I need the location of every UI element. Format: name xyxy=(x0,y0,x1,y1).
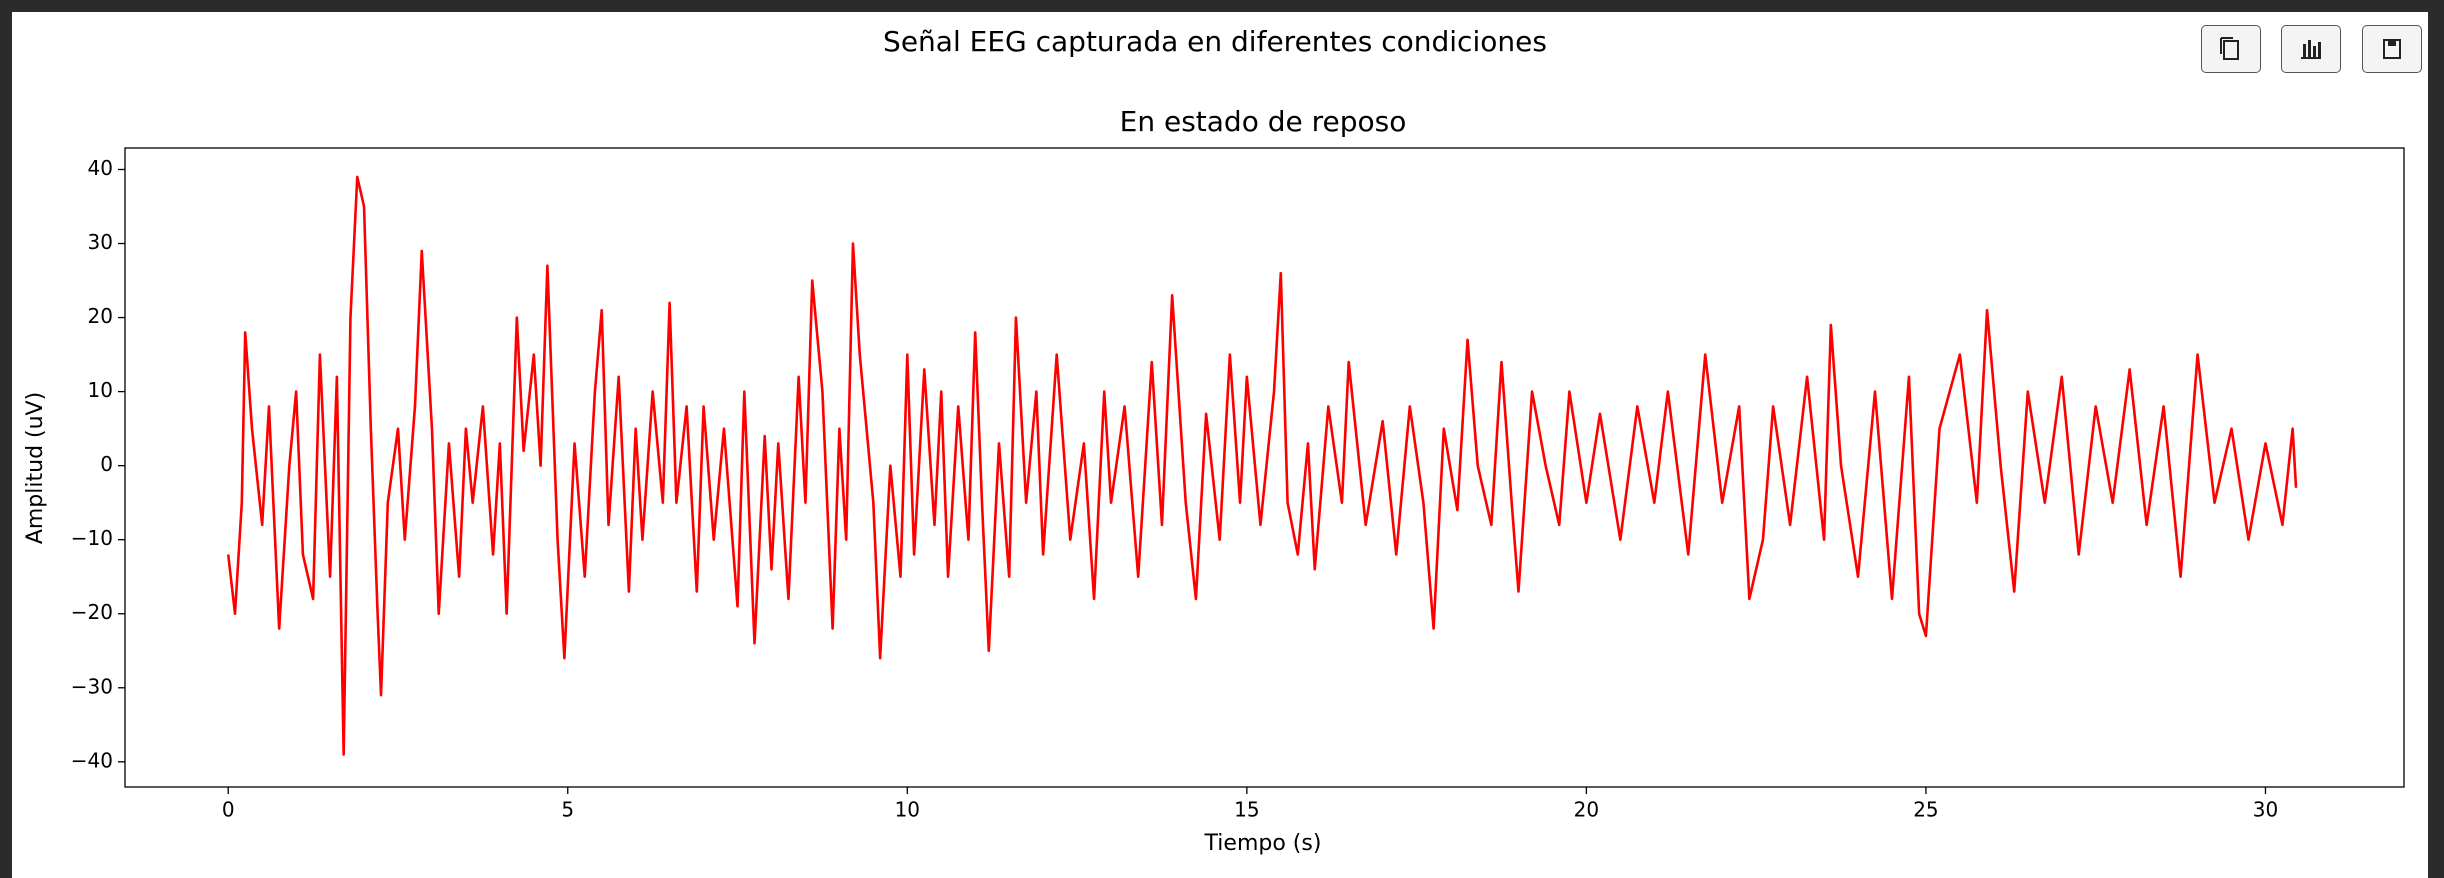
y-tick-label: −10 xyxy=(71,526,113,550)
x-tick-label: 15 xyxy=(1234,798,1259,822)
y-tick-label: 10 xyxy=(88,378,113,402)
copy-button[interactable] xyxy=(2201,25,2261,73)
save-icon xyxy=(2383,39,2401,59)
x-tick-label: 25 xyxy=(1913,798,1938,822)
chart-icon xyxy=(2301,40,2321,59)
x-axis-label: Tiempo (s) xyxy=(1204,831,1322,856)
y-tick-label: 0 xyxy=(100,452,113,476)
x-tick-label: 20 xyxy=(1574,798,1599,822)
copy-icon xyxy=(2220,37,2239,60)
axes-frame xyxy=(124,147,2405,788)
x-tick-label: 10 xyxy=(895,798,920,822)
y-tick-label: 20 xyxy=(88,304,113,328)
axes-title: En estado de reposo xyxy=(1120,105,1407,138)
y-tick-label: 40 xyxy=(88,156,113,180)
figure-title: Señal EEG capturada en diferentes condic… xyxy=(883,25,1547,58)
x-tick-label: 0 xyxy=(222,798,235,822)
y-axis-label: Amplitud (uV) xyxy=(23,392,48,544)
chart-button[interactable] xyxy=(2281,25,2341,73)
x-tick-label: 30 xyxy=(2253,798,2278,822)
y-tick-label: −40 xyxy=(71,748,113,772)
save-button[interactable] xyxy=(2362,25,2422,73)
y-tick-label: 30 xyxy=(88,230,113,254)
y-tick-label: −20 xyxy=(71,600,113,624)
y-tick-label: −30 xyxy=(71,674,113,698)
signal-line xyxy=(226,175,2298,756)
x-tick-label: 5 xyxy=(561,798,574,822)
